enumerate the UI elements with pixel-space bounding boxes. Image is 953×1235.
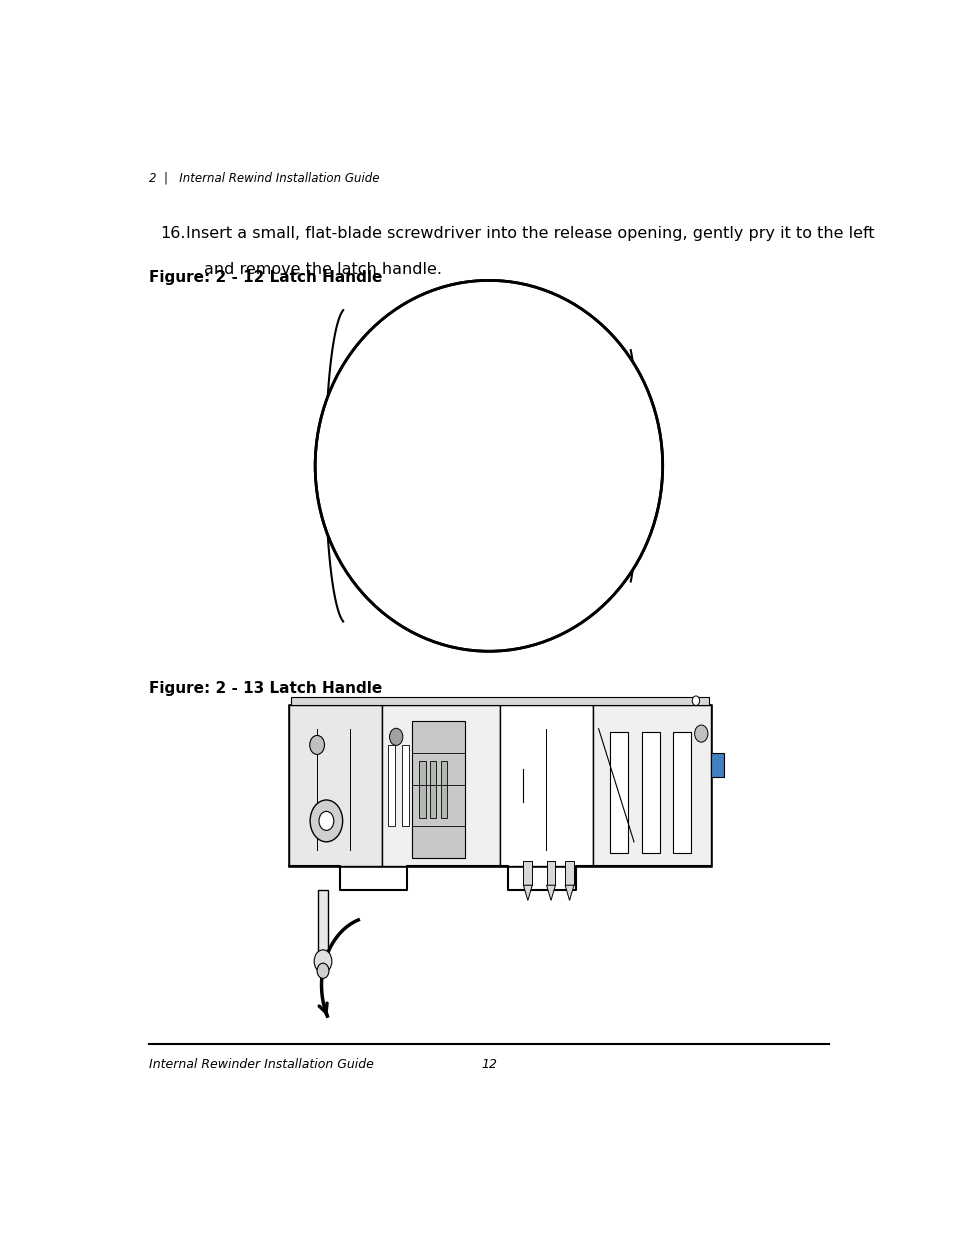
- Circle shape: [310, 735, 324, 755]
- Bar: [381, 704, 499, 866]
- Circle shape: [443, 474, 464, 501]
- Circle shape: [389, 729, 402, 746]
- Circle shape: [450, 484, 457, 493]
- Bar: [672, 732, 690, 853]
- Bar: [610, 732, 627, 853]
- Polygon shape: [523, 885, 532, 900]
- Text: Figure: 2 - 13 Latch Handle: Figure: 2 - 13 Latch Handle: [149, 680, 381, 695]
- Bar: [592, 704, 710, 866]
- Bar: [440, 761, 447, 818]
- Bar: [468, 606, 509, 629]
- Bar: [289, 704, 710, 719]
- Circle shape: [692, 697, 699, 705]
- Text: Figure: 2 - 12 Latch Handle: Figure: 2 - 12 Latch Handle: [149, 270, 382, 285]
- Bar: [388, 745, 395, 826]
- Bar: [546, 862, 555, 885]
- Bar: [411, 721, 464, 858]
- Text: 12: 12: [480, 1058, 497, 1071]
- Circle shape: [577, 498, 591, 515]
- Bar: [419, 761, 425, 818]
- Polygon shape: [546, 885, 555, 900]
- Ellipse shape: [314, 280, 662, 651]
- Bar: [479, 364, 610, 558]
- Polygon shape: [564, 885, 574, 900]
- Bar: [291, 697, 708, 704]
- Bar: [499, 704, 592, 866]
- Text: Internal Rewinder Installation Guide: Internal Rewinder Installation Guide: [149, 1058, 374, 1071]
- Circle shape: [316, 963, 329, 978]
- Bar: [710, 753, 723, 777]
- Bar: [367, 555, 405, 573]
- Bar: [549, 457, 563, 475]
- Circle shape: [310, 800, 342, 842]
- Bar: [549, 480, 563, 499]
- Circle shape: [694, 725, 707, 742]
- Polygon shape: [367, 364, 401, 587]
- Bar: [405, 346, 478, 577]
- Circle shape: [318, 811, 334, 830]
- Bar: [564, 862, 574, 885]
- Bar: [317, 890, 328, 971]
- Circle shape: [424, 412, 449, 445]
- Text: Insert a small, flat-blade screwdriver into the release opening, gently pry it t: Insert a small, flat-blade screwdriver i…: [186, 226, 874, 241]
- Circle shape: [433, 461, 475, 515]
- Bar: [430, 761, 436, 818]
- Bar: [641, 732, 659, 853]
- Text: 2  |   Internal Rewind Installation Guide: 2 | Internal Rewind Installation Guide: [149, 172, 379, 185]
- Bar: [289, 704, 381, 866]
- Bar: [401, 745, 409, 826]
- Circle shape: [432, 424, 440, 435]
- Bar: [367, 573, 405, 595]
- Bar: [289, 704, 710, 866]
- Circle shape: [314, 950, 332, 973]
- Ellipse shape: [314, 280, 662, 651]
- Text: and remove the latch handle.: and remove the latch handle.: [204, 262, 442, 278]
- Circle shape: [566, 484, 601, 529]
- Text: 16.: 16.: [160, 226, 185, 241]
- Bar: [523, 862, 532, 885]
